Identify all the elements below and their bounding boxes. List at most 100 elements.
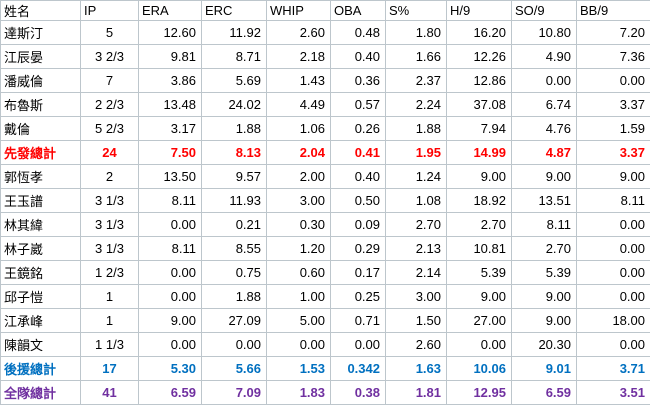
cell-oba[interactable]: 0.29 xyxy=(330,236,386,261)
cell-ip[interactable]: 1 2/3 xyxy=(80,260,139,285)
cell-s[interactable]: 2.70 xyxy=(385,212,447,237)
cell-era[interactable]: 0.00 xyxy=(138,212,202,237)
cell-h9[interactable]: 12.26 xyxy=(446,44,512,69)
cell-s[interactable]: 3.00 xyxy=(385,284,447,309)
name-cell[interactable]: 潘威倫 xyxy=(0,68,81,93)
name-cell[interactable]: 江承峰 xyxy=(0,308,81,333)
cell-whip[interactable]: 1.43 xyxy=(266,68,331,93)
column-header-h9[interactable]: H/9 xyxy=(446,0,512,21)
cell-bb9[interactable]: 18.00 xyxy=(576,308,650,333)
cell-so9[interactable]: 9.00 xyxy=(511,284,577,309)
cell-ip[interactable]: 1 xyxy=(80,308,139,333)
cell-whip[interactable]: 3.00 xyxy=(266,188,331,213)
cell-so9[interactable]: 9.00 xyxy=(511,308,577,333)
cell-whip[interactable]: 2.18 xyxy=(266,44,331,69)
cell-whip[interactable]: 2.04 xyxy=(266,140,331,165)
cell-whip[interactable]: 2.00 xyxy=(266,164,331,189)
cell-ip[interactable]: 3 1/3 xyxy=(80,188,139,213)
cell-s[interactable]: 1.66 xyxy=(385,44,447,69)
cell-era[interactable]: 0.00 xyxy=(138,284,202,309)
cell-erc[interactable]: 8.13 xyxy=(201,140,267,165)
name-cell[interactable]: 布魯斯 xyxy=(0,92,81,117)
cell-s[interactable]: 2.24 xyxy=(385,92,447,117)
cell-whip[interactable]: 0.30 xyxy=(266,212,331,237)
name-cell[interactable]: 後援總計 xyxy=(0,356,81,381)
name-cell[interactable]: 林子崴 xyxy=(0,236,81,261)
cell-h9[interactable]: 5.39 xyxy=(446,260,512,285)
cell-erc[interactable]: 9.57 xyxy=(201,164,267,189)
cell-oba[interactable]: 0.48 xyxy=(330,20,386,45)
cell-ip[interactable]: 5 2/3 xyxy=(80,116,139,141)
cell-bb9[interactable]: 8.11 xyxy=(576,188,650,213)
cell-whip[interactable]: 4.49 xyxy=(266,92,331,117)
name-cell[interactable]: 江辰晏 xyxy=(0,44,81,69)
column-header-ip[interactable]: IP xyxy=(80,0,139,21)
cell-whip[interactable]: 0.60 xyxy=(266,260,331,285)
cell-h9[interactable]: 9.00 xyxy=(446,284,512,309)
cell-whip[interactable]: 1.20 xyxy=(266,236,331,261)
column-header-erc[interactable]: ERC xyxy=(201,0,267,21)
cell-s[interactable]: 1.80 xyxy=(385,20,447,45)
cell-s[interactable]: 2.37 xyxy=(385,68,447,93)
cell-oba[interactable]: 0.40 xyxy=(330,44,386,69)
cell-h9[interactable]: 14.99 xyxy=(446,140,512,165)
cell-bb9[interactable]: 0.00 xyxy=(576,212,650,237)
cell-whip[interactable]: 5.00 xyxy=(266,308,331,333)
cell-ip[interactable]: 41 xyxy=(80,380,139,405)
cell-oba[interactable]: 0.38 xyxy=(330,380,386,405)
cell-bb9[interactable]: 7.20 xyxy=(576,20,650,45)
cell-so9[interactable]: 5.39 xyxy=(511,260,577,285)
cell-bb9[interactable]: 0.00 xyxy=(576,260,650,285)
cell-s[interactable]: 2.60 xyxy=(385,332,447,357)
cell-era[interactable]: 0.00 xyxy=(138,332,202,357)
cell-erc[interactable]: 27.09 xyxy=(201,308,267,333)
cell-ip[interactable]: 1 1/3 xyxy=(80,332,139,357)
cell-so9[interactable]: 4.76 xyxy=(511,116,577,141)
cell-whip[interactable]: 2.60 xyxy=(266,20,331,45)
cell-h9[interactable]: 9.00 xyxy=(446,164,512,189)
cell-erc[interactable]: 7.09 xyxy=(201,380,267,405)
cell-bb9[interactable]: 0.00 xyxy=(576,68,650,93)
name-cell[interactable]: 達斯汀 xyxy=(0,20,81,45)
cell-s[interactable]: 1.95 xyxy=(385,140,447,165)
cell-erc[interactable]: 8.71 xyxy=(201,44,267,69)
cell-h9[interactable]: 12.86 xyxy=(446,68,512,93)
cell-so9[interactable]: 4.87 xyxy=(511,140,577,165)
cell-oba[interactable]: 0.342 xyxy=(330,356,386,381)
cell-era[interactable]: 7.50 xyxy=(138,140,202,165)
cell-bb9[interactable]: 7.36 xyxy=(576,44,650,69)
cell-oba[interactable]: 0.26 xyxy=(330,116,386,141)
cell-oba[interactable]: 0.50 xyxy=(330,188,386,213)
cell-h9[interactable]: 7.94 xyxy=(446,116,512,141)
cell-ip[interactable]: 3 2/3 xyxy=(80,44,139,69)
cell-era[interactable]: 5.30 xyxy=(138,356,202,381)
cell-oba[interactable]: 0.25 xyxy=(330,284,386,309)
cell-era[interactable]: 9.00 xyxy=(138,308,202,333)
cell-ip[interactable]: 7 xyxy=(80,68,139,93)
column-header-bb9[interactable]: BB/9 xyxy=(576,0,650,21)
cell-s[interactable]: 1.88 xyxy=(385,116,447,141)
cell-bb9[interactable]: 9.00 xyxy=(576,164,650,189)
cell-erc[interactable]: 11.92 xyxy=(201,20,267,45)
cell-h9[interactable]: 10.81 xyxy=(446,236,512,261)
cell-ip[interactable]: 17 xyxy=(80,356,139,381)
column-header-oba[interactable]: OBA xyxy=(330,0,386,21)
cell-era[interactable]: 3.17 xyxy=(138,116,202,141)
cell-bb9[interactable]: 1.59 xyxy=(576,116,650,141)
cell-so9[interactable]: 8.11 xyxy=(511,212,577,237)
cell-erc[interactable]: 24.02 xyxy=(201,92,267,117)
cell-s[interactable]: 1.50 xyxy=(385,308,447,333)
column-header-whip[interactable]: WHIP xyxy=(266,0,331,21)
cell-erc[interactable]: 0.75 xyxy=(201,260,267,285)
cell-so9[interactable]: 13.51 xyxy=(511,188,577,213)
cell-erc[interactable]: 8.55 xyxy=(201,236,267,261)
cell-erc[interactable]: 0.00 xyxy=(201,332,267,357)
cell-oba[interactable]: 0.17 xyxy=(330,260,386,285)
cell-era[interactable]: 12.60 xyxy=(138,20,202,45)
cell-bb9[interactable]: 3.37 xyxy=(576,92,650,117)
cell-bb9[interactable]: 3.37 xyxy=(576,140,650,165)
cell-era[interactable]: 13.48 xyxy=(138,92,202,117)
cell-so9[interactable]: 4.90 xyxy=(511,44,577,69)
cell-whip[interactable]: 1.00 xyxy=(266,284,331,309)
cell-s[interactable]: 1.24 xyxy=(385,164,447,189)
